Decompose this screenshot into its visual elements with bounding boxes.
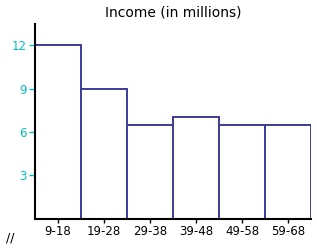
Bar	[35, 45, 81, 219]
Text: //: //	[6, 232, 14, 244]
Title: Income (in millions): Income (in millions)	[105, 6, 241, 20]
Bar	[219, 124, 265, 218]
Bar	[127, 124, 173, 218]
Bar	[173, 118, 219, 218]
Bar	[265, 124, 311, 218]
Bar	[81, 88, 127, 218]
